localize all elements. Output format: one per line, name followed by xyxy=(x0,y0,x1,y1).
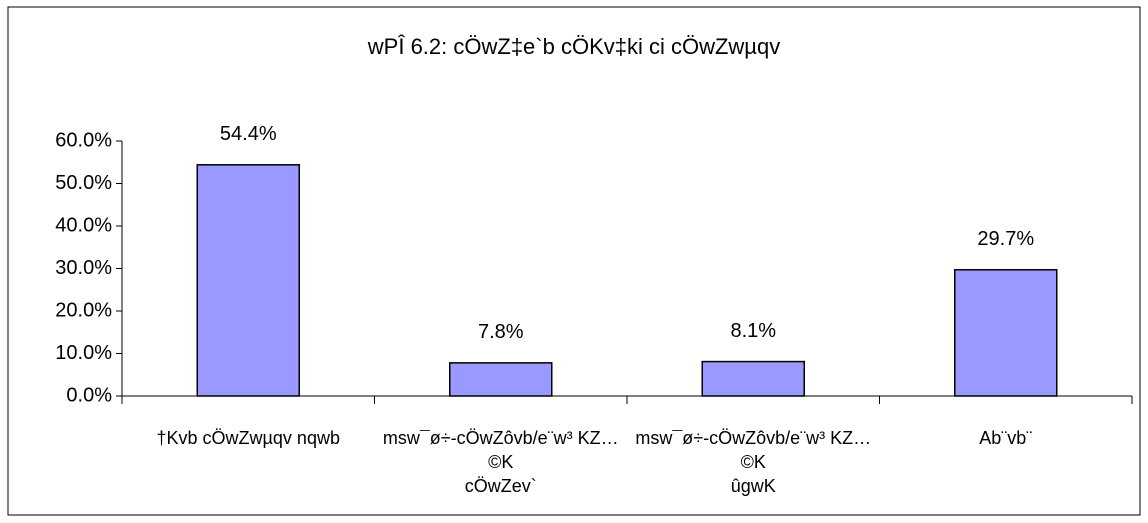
data-label: 7.8% xyxy=(478,321,524,343)
y-tick-label: 40.0% xyxy=(55,214,112,236)
chart-title: wPÎ 6.2: cÖwZ‡e`b cÖKv‡ki ci cÖwZwµqv xyxy=(367,34,780,59)
data-label: 29.7% xyxy=(977,228,1034,250)
y-tick-label: 20.0% xyxy=(55,299,112,321)
y-tick-label: 50.0% xyxy=(55,172,112,194)
x-tick-label: msw¯ø÷-cÖwZôvb/e¨w³ KZ…©K ûgwK xyxy=(635,428,872,496)
bar xyxy=(196,164,300,397)
y-tick-label: 10.0% xyxy=(55,342,112,364)
data-label: 8.1% xyxy=(730,320,776,342)
data-label: 54.4% xyxy=(220,123,277,145)
bar xyxy=(449,362,553,397)
x-tick-label: †Kvb cÖwZwµqv nqwb xyxy=(156,428,340,448)
x-tick-label: msw¯ø÷-cÖwZôvb/e¨w³ KZ…©K cÖwZev` xyxy=(382,428,619,496)
y-tick-label: 30.0% xyxy=(55,257,112,279)
y-tick-label: 0.0% xyxy=(66,384,112,406)
bar xyxy=(701,360,805,397)
y-tick-label: 60.0% xyxy=(55,129,112,151)
bar xyxy=(954,269,1058,397)
x-tick-label: Ab¨vb¨ xyxy=(979,428,1033,448)
